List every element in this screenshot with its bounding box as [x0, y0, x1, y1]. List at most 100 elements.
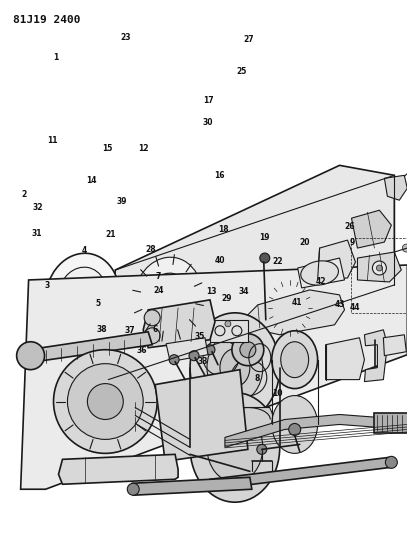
- Polygon shape: [384, 175, 407, 200]
- Text: 14: 14: [86, 176, 96, 185]
- Ellipse shape: [45, 253, 120, 343]
- Polygon shape: [352, 210, 391, 248]
- Ellipse shape: [276, 290, 304, 325]
- Polygon shape: [240, 328, 258, 348]
- Circle shape: [71, 381, 80, 389]
- Circle shape: [48, 351, 62, 365]
- Text: 37: 37: [125, 326, 135, 335]
- Text: 23: 23: [121, 33, 131, 42]
- Text: 17: 17: [204, 96, 214, 106]
- Text: 26: 26: [344, 222, 355, 231]
- Circle shape: [225, 321, 231, 327]
- Text: 36: 36: [137, 346, 147, 355]
- Polygon shape: [29, 332, 152, 362]
- Ellipse shape: [324, 279, 350, 311]
- Text: 42: 42: [316, 277, 326, 286]
- Circle shape: [189, 351, 199, 361]
- Text: 3: 3: [45, 280, 50, 289]
- Text: 8: 8: [254, 374, 259, 383]
- Polygon shape: [166, 338, 208, 362]
- Polygon shape: [109, 165, 395, 379]
- Text: 16: 16: [214, 171, 225, 180]
- Ellipse shape: [190, 393, 280, 502]
- Circle shape: [386, 456, 397, 469]
- Text: 43: 43: [335, 300, 346, 309]
- Circle shape: [67, 364, 143, 439]
- Text: 10: 10: [272, 390, 282, 399]
- Text: 24: 24: [153, 286, 164, 295]
- Polygon shape: [245, 290, 344, 335]
- Circle shape: [53, 350, 157, 454]
- Circle shape: [260, 253, 270, 263]
- Text: 44: 44: [350, 303, 361, 312]
- Bar: [352, 238, 408, 313]
- Polygon shape: [298, 258, 344, 288]
- Polygon shape: [255, 296, 359, 350]
- Text: 22: 22: [272, 257, 282, 265]
- Text: 40: 40: [214, 256, 225, 264]
- Polygon shape: [317, 240, 355, 280]
- Text: 2: 2: [22, 190, 27, 199]
- Circle shape: [144, 310, 160, 326]
- Circle shape: [257, 445, 267, 454]
- Text: 1: 1: [53, 53, 58, 62]
- Text: 5: 5: [96, 299, 101, 308]
- Text: 25: 25: [236, 67, 246, 76]
- Polygon shape: [225, 415, 407, 447]
- Text: 12: 12: [138, 144, 148, 153]
- Ellipse shape: [301, 261, 338, 285]
- Polygon shape: [218, 276, 252, 302]
- Text: 35: 35: [195, 332, 205, 341]
- Circle shape: [205, 345, 215, 354]
- Ellipse shape: [268, 282, 311, 334]
- Text: 28: 28: [146, 245, 156, 254]
- Text: 32: 32: [33, 203, 43, 212]
- Text: 21: 21: [105, 230, 116, 239]
- Text: 19: 19: [259, 233, 269, 242]
- Ellipse shape: [272, 331, 317, 389]
- Ellipse shape: [134, 257, 202, 338]
- Text: 38: 38: [96, 325, 107, 334]
- Ellipse shape: [220, 349, 250, 386]
- Ellipse shape: [72, 285, 93, 311]
- Text: 13: 13: [206, 287, 217, 296]
- Text: 39: 39: [117, 197, 127, 206]
- Circle shape: [370, 365, 380, 375]
- Text: 33: 33: [198, 357, 208, 366]
- Text: 18: 18: [218, 225, 229, 234]
- Polygon shape: [132, 477, 252, 495]
- Text: 31: 31: [31, 229, 42, 238]
- Circle shape: [377, 265, 382, 271]
- Polygon shape: [143, 300, 215, 348]
- Text: 11: 11: [47, 135, 58, 144]
- Ellipse shape: [250, 337, 260, 353]
- Text: 20: 20: [299, 238, 310, 247]
- Text: 4: 4: [82, 246, 86, 255]
- Text: 41: 41: [291, 298, 302, 307]
- Ellipse shape: [207, 413, 263, 482]
- Ellipse shape: [207, 333, 263, 402]
- Ellipse shape: [281, 342, 308, 377]
- Polygon shape: [220, 408, 275, 431]
- Circle shape: [373, 261, 386, 275]
- Text: 27: 27: [244, 35, 254, 44]
- Circle shape: [240, 342, 256, 358]
- Polygon shape: [364, 330, 387, 382]
- Polygon shape: [58, 454, 178, 484]
- Ellipse shape: [190, 313, 280, 423]
- Bar: [210, 320, 248, 342]
- Text: 81J19 2400: 81J19 2400: [13, 15, 80, 25]
- Polygon shape: [384, 335, 406, 356]
- Polygon shape: [252, 278, 284, 298]
- Polygon shape: [357, 252, 401, 282]
- Circle shape: [169, 354, 179, 365]
- Circle shape: [144, 328, 160, 344]
- Circle shape: [232, 334, 264, 366]
- Ellipse shape: [57, 267, 108, 329]
- Text: 7: 7: [156, 271, 161, 280]
- Text: 9: 9: [350, 238, 355, 247]
- Text: 29: 29: [221, 294, 232, 303]
- Polygon shape: [326, 338, 364, 379]
- Circle shape: [127, 483, 139, 495]
- Ellipse shape: [272, 395, 317, 454]
